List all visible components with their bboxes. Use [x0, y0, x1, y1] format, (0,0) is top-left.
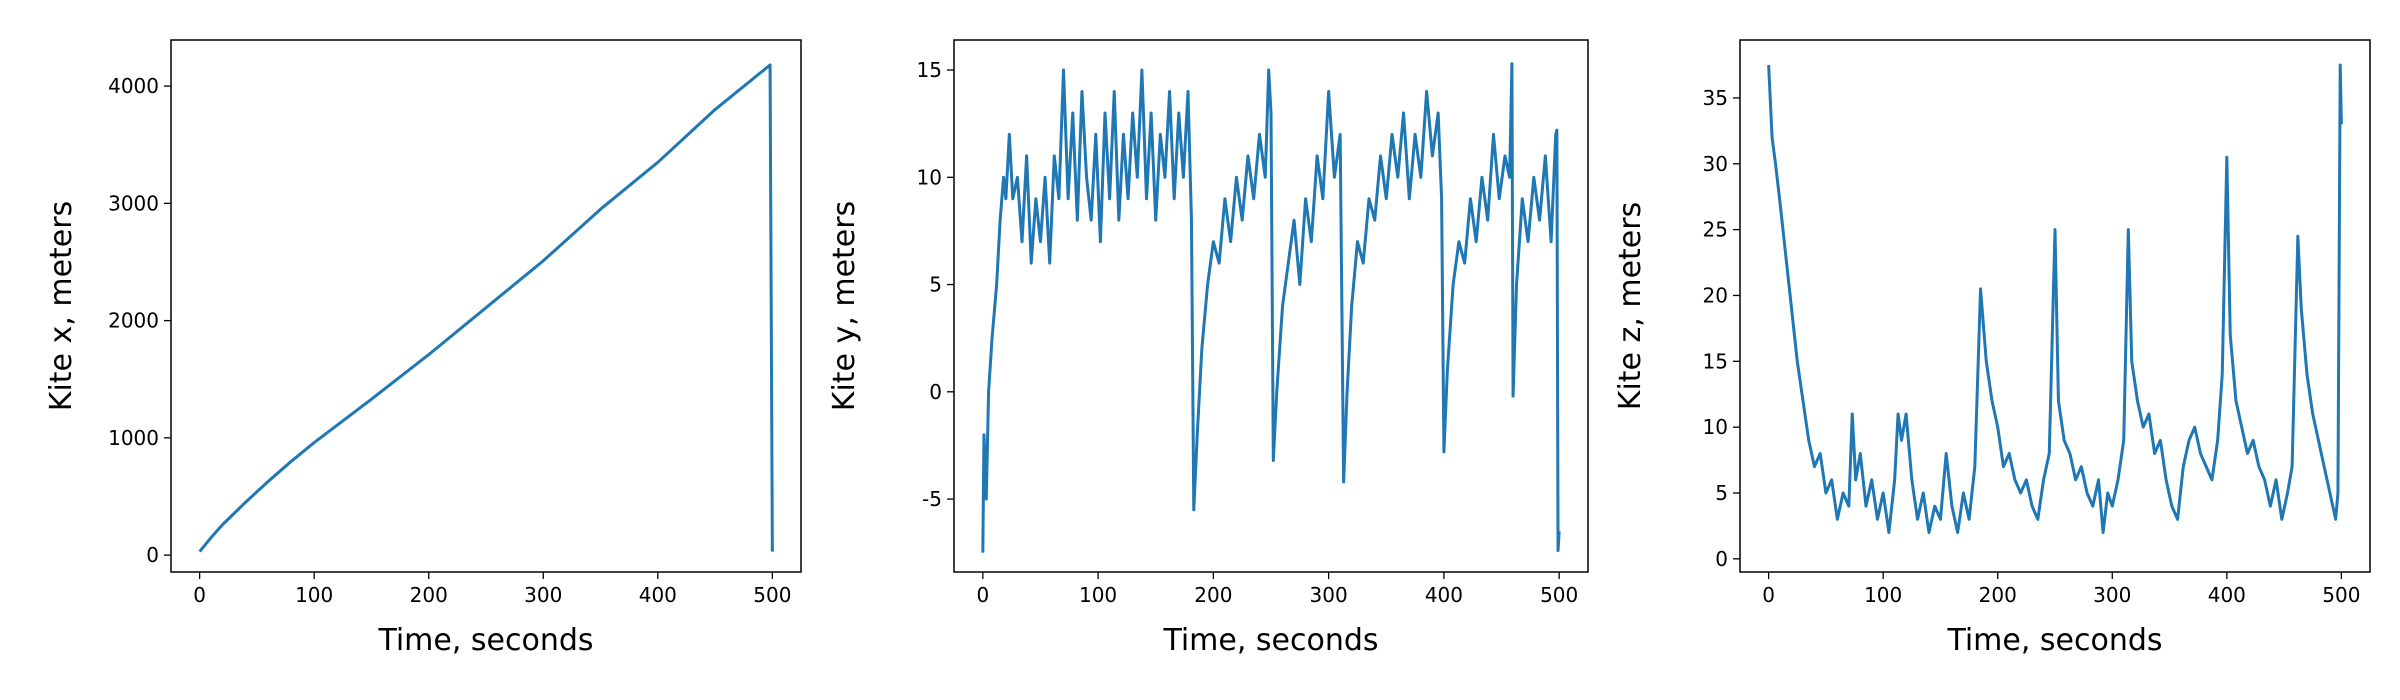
x-tick-label: 400 — [1425, 583, 1463, 607]
x-tick-label: 200 — [410, 583, 448, 607]
y-tick-label: 10 — [1703, 415, 1728, 439]
y-tick-label: 20 — [1703, 283, 1728, 307]
y-tick-label: 5 — [1715, 481, 1728, 505]
data-line — [981, 62, 1561, 553]
data-line — [1767, 63, 2343, 534]
x-tick-label: 0 — [976, 583, 989, 607]
x-axis-label: Time, seconds — [377, 623, 593, 658]
x-axis-label: Time, seconds — [1946, 623, 2162, 658]
y-axis-label: Kite z, meters — [1613, 202, 1648, 410]
x-tick-label: 0 — [1762, 583, 1775, 607]
y-axis-label: Kite x, meters — [44, 201, 79, 411]
x-tick-label: 500 — [1540, 583, 1578, 607]
x-tick-label: 400 — [2208, 583, 2246, 607]
y-tick-label: 4000 — [108, 74, 159, 98]
x-tick-label: 500 — [2322, 583, 2360, 607]
x-tick-label: 200 — [1194, 583, 1232, 607]
y-tick-label: 1000 — [108, 426, 159, 450]
x-tick-label: 100 — [1079, 583, 1117, 607]
axes-frame — [953, 39, 1589, 573]
y-tick-label: 35 — [1703, 86, 1728, 110]
x-tick-label: 500 — [753, 583, 791, 607]
x-tick-label: 300 — [524, 583, 562, 607]
y-tick-label: -5 — [922, 487, 942, 511]
y-axis-label: Kite y, meters — [827, 201, 862, 411]
y-tick-label: 25 — [1703, 218, 1728, 242]
y-tick-label: 2000 — [108, 309, 159, 333]
y-tick-label: 0 — [146, 543, 159, 567]
x-tick-label: 300 — [2093, 583, 2131, 607]
y-tick-label: 30 — [1703, 152, 1728, 176]
y-tick-label: 0 — [1715, 547, 1728, 571]
x-tick-label: 100 — [1864, 583, 1902, 607]
axes-frame — [170, 39, 802, 573]
x-tick-label: 400 — [639, 583, 677, 607]
x-tick-label: 300 — [1310, 583, 1348, 607]
x-axis-label: Time, seconds — [1162, 623, 1378, 658]
y-tick-label: 15 — [917, 58, 942, 82]
y-tick-label: 5 — [929, 273, 942, 297]
axes-frame — [1739, 39, 2371, 573]
x-tick-label: 200 — [1979, 583, 2017, 607]
data-line — [198, 63, 774, 553]
y-tick-label: 15 — [1703, 349, 1728, 373]
x-tick-label: 0 — [193, 583, 206, 607]
y-tick-label: 3000 — [108, 191, 159, 215]
y-tick-label: 10 — [917, 165, 942, 189]
x-tick-label: 100 — [295, 583, 333, 607]
y-tick-label: 0 — [929, 380, 942, 404]
